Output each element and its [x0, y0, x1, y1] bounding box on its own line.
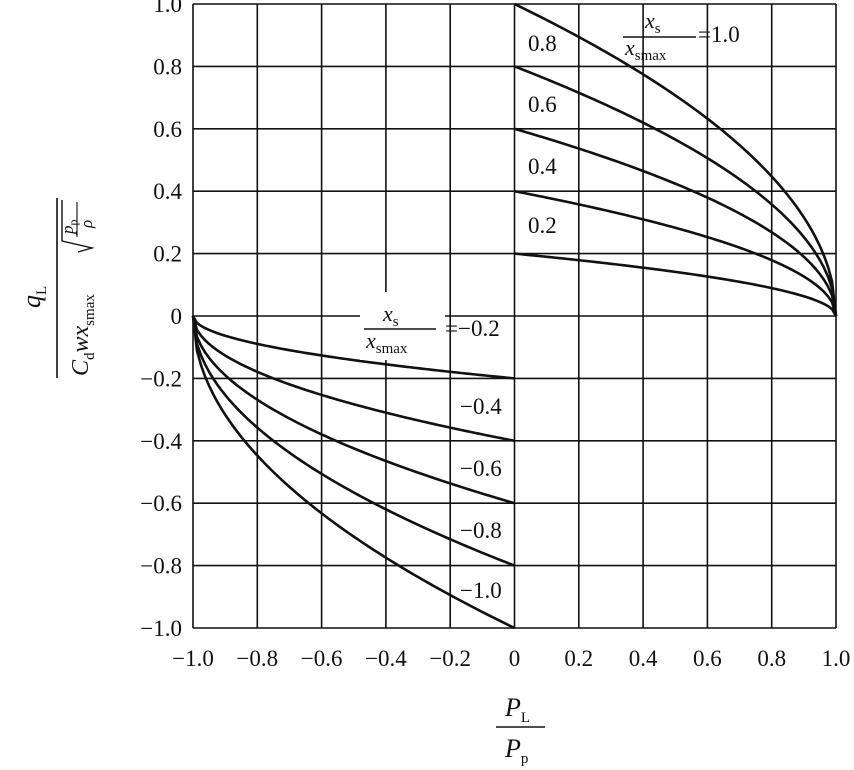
- chart-tick-labels: −1.0 −0.8 −0.6 −0.4 −0.2 0 0.2 0.4 0.6 0.8 1.0 1.0 0…: [140, 0, 850, 671]
- y-axis-label: qL Cdwxsmax pp ρ: [17, 198, 98, 378]
- y-label-den-main: C: [68, 359, 94, 376]
- y-tick-label: −0.6: [140, 491, 182, 516]
- y-label-num-main: q: [17, 295, 46, 308]
- x-tick-label: −0.6: [301, 646, 343, 671]
- x-axis-label: PL Pp: [496, 693, 545, 767]
- svg-text:qL: qL: [17, 286, 50, 308]
- chart-curve-labels: =1.0 0.8 0.6 0.4 0.2 =−0.2 −0.4 −0.6 −0.8 −1.0: [445, 22, 740, 603]
- series-line-2: [514, 65, 838, 317]
- chart-grid: [192, 3, 837, 629]
- series-line-9: [191, 315, 515, 567]
- y-tick-label: −0.8: [140, 554, 182, 579]
- y-label-num-sub: L: [34, 286, 50, 295]
- y-label-root-num-sub: p: [66, 220, 80, 226]
- x-tick-label: 0.8: [757, 646, 786, 671]
- x-tick-label: 0.2: [564, 646, 593, 671]
- series-line-7: [191, 315, 515, 443]
- y-tick-label: 0.6: [153, 117, 182, 142]
- curve-label-9: −0.8: [460, 518, 502, 543]
- svg-text:xs: xs: [382, 301, 399, 330]
- svg-text:Cdwxsmax: Cdwxsmax: [68, 294, 98, 376]
- y-label-root-den: ρ: [77, 220, 96, 229]
- x-tick-label: 1.0: [822, 646, 851, 671]
- ratio-bottom-num-sub: s: [393, 314, 399, 330]
- x-label-den-main: P: [504, 734, 521, 763]
- ratio-top-den-main: x: [624, 35, 635, 60]
- ratio-bottom-den-main: x: [365, 328, 376, 353]
- curve-label-1: =1.0: [698, 22, 740, 47]
- ratio-top-den-sub: smax: [635, 48, 667, 64]
- x-label-num-sub: L: [521, 710, 530, 726]
- y-label-den-sub1: d: [82, 352, 98, 360]
- ratio-label-bottom: xs xsmax: [360, 292, 445, 360]
- series-line-3: [514, 127, 838, 317]
- x-label-den-sub: p: [521, 751, 529, 767]
- ratio-bottom-num-main: x: [382, 301, 393, 326]
- y-tick-label: 0: [171, 304, 183, 329]
- curve-label-4: 0.4: [528, 154, 557, 179]
- curve-label-6: =−0.2: [445, 316, 500, 341]
- curve-label-2: 0.8: [528, 31, 557, 56]
- chart-curves: [191, 2, 838, 630]
- y-tick-label: 1.0: [153, 0, 182, 17]
- series-line-8: [191, 315, 515, 505]
- y-tick-label: 0.8: [153, 54, 182, 79]
- y-tick-label: 0.4: [153, 179, 182, 204]
- x-tick-label: −0.4: [365, 646, 407, 671]
- series-line-10: [191, 315, 516, 630]
- ratio-top-num-main: x: [644, 8, 655, 33]
- svg-text:PL: PL: [504, 693, 530, 726]
- y-label-den-mid: wx: [68, 325, 94, 352]
- ratio-top-num-sub: s: [655, 21, 661, 37]
- x-tick-label: 0.6: [693, 646, 722, 671]
- svg-text:xs: xs: [644, 8, 661, 37]
- x-tick-label: −1.0: [172, 646, 214, 671]
- curve-label-7: −0.4: [460, 394, 502, 419]
- y-tick-label: −1.0: [140, 616, 182, 641]
- series-line-6: [191, 315, 515, 380]
- curve-label-5: 0.2: [528, 213, 557, 238]
- y-label-sqrt-sign: [61, 200, 95, 253]
- svg-text:pp: pp: [58, 220, 80, 236]
- curve-label-8: −0.6: [460, 456, 502, 481]
- series-line-1: [513, 2, 838, 317]
- series-line-4: [514, 189, 838, 317]
- ratio-bottom-den-sub: smax: [376, 341, 408, 357]
- x-tick-label: 0: [509, 646, 521, 671]
- y-label-den-sub2: smax: [82, 294, 98, 326]
- y-tick-label: −0.2: [140, 366, 182, 391]
- series-line-5: [514, 252, 838, 317]
- x-label-num-main: P: [504, 693, 521, 722]
- y-tick-label: 0.2: [153, 242, 182, 267]
- x-tick-label: 0.4: [629, 646, 658, 671]
- svg-text:Pp: Pp: [504, 734, 528, 767]
- svg-text:xsmax: xsmax: [624, 35, 667, 64]
- x-tick-label: −0.8: [236, 646, 278, 671]
- x-tick-label: −0.2: [429, 646, 471, 671]
- curve-label-10: −1.0: [460, 578, 502, 603]
- curve-label-3: 0.6: [528, 92, 557, 117]
- y-tick-label: −0.4: [140, 429, 182, 454]
- ratio-label-top: xs xsmax: [623, 8, 696, 64]
- y-label-root-num-main: p: [58, 226, 77, 236]
- svg-text:xsmax: xsmax: [365, 328, 408, 357]
